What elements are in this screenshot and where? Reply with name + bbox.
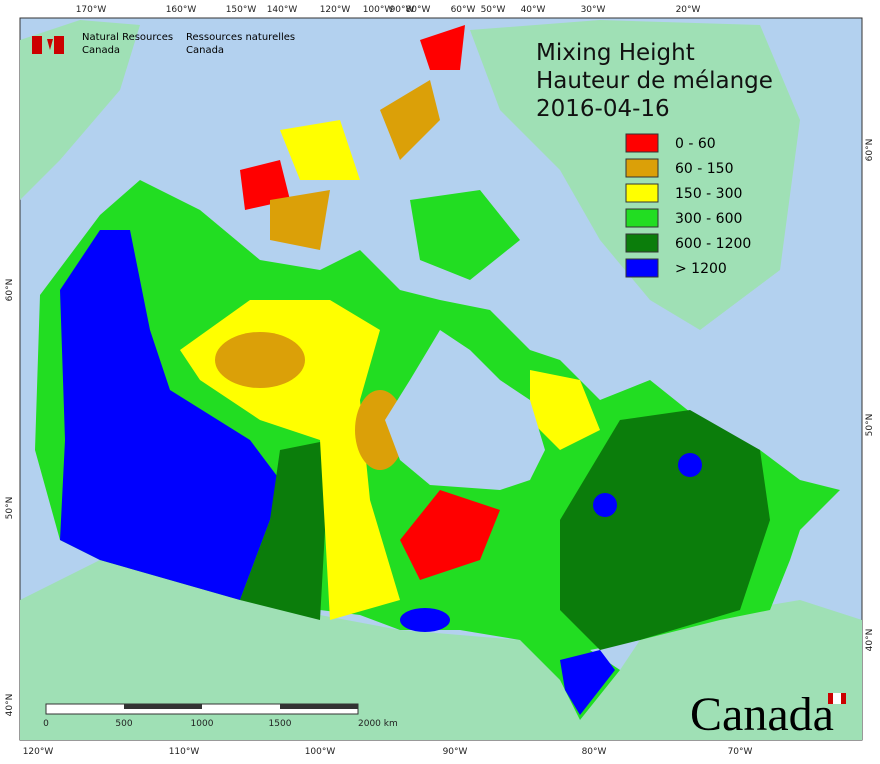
island [280, 120, 360, 180]
scale-bar [124, 704, 202, 709]
agency-en: Natural Resources [82, 32, 173, 43]
legend-swatch [625, 183, 659, 203]
island [240, 160, 290, 210]
longitude-label: 90°W [390, 5, 415, 15]
latitude-label: 40°N [865, 629, 875, 652]
legend-swatch [625, 133, 659, 153]
region [560, 650, 615, 715]
latitude-label: 50°N [865, 414, 875, 437]
legend-swatch [625, 258, 659, 278]
flag [54, 36, 64, 54]
scale-label: 0 [43, 719, 49, 729]
usa [20, 560, 862, 740]
agency-fr: Ressources naturelles [186, 32, 295, 43]
scale-label: 2000 km [358, 719, 398, 729]
longitude-label: 120°W [320, 5, 351, 15]
legend-swatch [625, 233, 659, 253]
legend-label: 600 - 1200 [675, 236, 751, 252]
latitude-label: 50°N [5, 497, 15, 520]
scale-bar [280, 704, 358, 709]
legend-swatch [625, 208, 659, 228]
longitude-label: 50°W [481, 5, 506, 15]
legend-label: 60 - 150 [675, 161, 734, 177]
russia [20, 20, 140, 200]
latitude-label: 60°N [5, 279, 15, 302]
longitude-label: 160°W [166, 5, 197, 15]
scale-label: 1500 [269, 719, 292, 729]
title: Hauteur de mélange [536, 68, 773, 94]
longitude-label: 70°W [728, 747, 753, 757]
island [270, 190, 330, 250]
longitude-label: 40°W [521, 5, 546, 15]
scale-label: 1000 [191, 719, 214, 729]
wordmark-flag [833, 693, 841, 704]
legend-label: 0 - 60 [675, 136, 716, 152]
region [240, 440, 330, 620]
region [678, 453, 702, 477]
scale-label: 500 [115, 719, 132, 729]
region [530, 370, 600, 450]
longitude-label: 140°W [267, 5, 298, 15]
region [60, 230, 280, 600]
legend-label: 300 - 600 [675, 211, 742, 227]
region [400, 608, 450, 632]
hudson-bay [385, 330, 545, 490]
longitude-label: 110°W [169, 747, 200, 757]
agency-fr: Canada [186, 45, 224, 56]
legend-swatch [625, 158, 659, 178]
longitude-label: 100°W [363, 5, 394, 15]
wordmark: Canada [690, 688, 834, 741]
island [420, 25, 465, 70]
longitude-label: 120°W [23, 747, 54, 757]
flag [32, 36, 42, 54]
legend-label: 150 - 300 [675, 186, 742, 202]
region [400, 490, 500, 580]
longitude-label: 170°W [76, 5, 107, 15]
longitude-label: 20°W [676, 5, 701, 15]
longitude-label: 60°W [451, 5, 476, 15]
legend-label: > 1200 [675, 261, 727, 277]
title: Mixing Height [536, 40, 695, 66]
agency-en: Canada [82, 45, 120, 56]
longitude-label: 100°W [305, 747, 336, 757]
longitude-label: 90°W [443, 747, 468, 757]
region [593, 493, 617, 517]
longitude-label: 150°W [226, 5, 257, 15]
flag [47, 39, 53, 50]
longitude-label: 30°W [581, 5, 606, 15]
latitude-label: 60°N [865, 139, 875, 162]
region [215, 332, 305, 388]
region [560, 410, 770, 650]
title: 2016-04-16 [536, 96, 670, 122]
longitude-label: 80°W [582, 747, 607, 757]
latitude-label: 40°N [5, 694, 15, 717]
island [380, 80, 440, 160]
longitude-label: 80°W [406, 5, 431, 15]
island [410, 190, 520, 280]
